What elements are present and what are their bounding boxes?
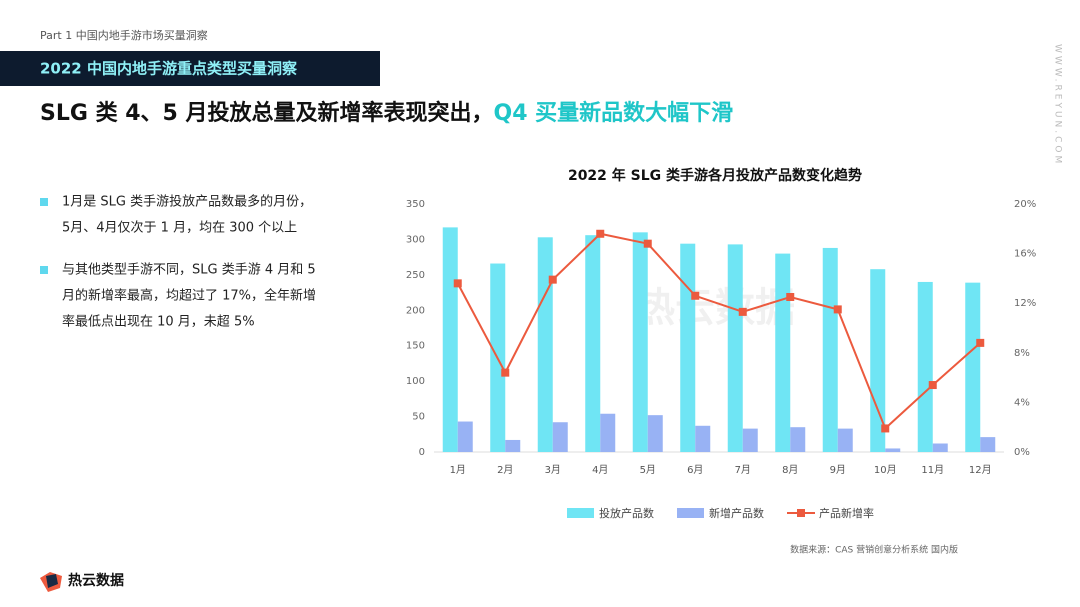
x-tick-label: 2月 xyxy=(497,464,513,476)
bar xyxy=(870,269,886,452)
banner-text: 2022 中国内地手游重点类型买量洞察 xyxy=(40,60,298,78)
headline-main: SLG 类 4、5 月投放总量及新增率表现突出， xyxy=(40,100,494,126)
bar xyxy=(457,421,473,452)
chart-title: 2022 年 SLG 类手游各月投放产品数变化趋势 xyxy=(568,167,862,184)
bar xyxy=(600,413,616,452)
bar xyxy=(537,237,553,452)
legend-label: 投放产品数 xyxy=(599,506,654,520)
bullet-text: 1月是 SLG 类手游投放产品数最多的月份， xyxy=(62,194,312,210)
x-tick-label: 3月 xyxy=(545,464,561,476)
bullet-marker xyxy=(40,266,48,274)
y-tick-label: 50 xyxy=(412,412,425,423)
line-marker xyxy=(738,307,747,316)
part-label: Part 1 中国内地手游市场买量洞察 xyxy=(40,28,208,42)
x-tick-label: 5月 xyxy=(640,464,656,476)
x-tick-label: 4月 xyxy=(592,464,608,476)
bar xyxy=(647,415,663,452)
bar xyxy=(552,422,568,452)
brand: 热云数据 xyxy=(68,572,124,589)
bar xyxy=(742,428,758,452)
line-marker xyxy=(833,305,842,314)
y-tick-label: 0 xyxy=(419,447,425,458)
bar xyxy=(632,232,648,452)
x-tick-label: 10月 xyxy=(874,464,897,476)
headline: SLG 类 4、5 月投放总量及新增率表现突出，Q4 买量新品数大幅下滑 xyxy=(40,100,733,126)
y2-tick-label: 16% xyxy=(1014,249,1036,260)
x-tick-label: 1月 xyxy=(450,464,466,476)
line-marker xyxy=(501,368,510,377)
y2-tick-label: 20% xyxy=(1014,199,1036,210)
line-marker xyxy=(976,338,985,347)
watermark: 热云数据 xyxy=(635,285,795,331)
site: WWW.REYUN.COM xyxy=(1053,44,1063,166)
x-tick-label: 7月 xyxy=(735,464,751,476)
line-marker xyxy=(596,229,605,238)
line-marker xyxy=(691,291,700,300)
bar xyxy=(965,282,981,452)
bar xyxy=(585,235,601,452)
bar xyxy=(980,437,996,452)
bar xyxy=(917,281,933,452)
legend-marker xyxy=(797,509,805,517)
bar xyxy=(775,253,791,452)
banner xyxy=(0,51,380,86)
y-tick-label: 100 xyxy=(406,376,425,387)
line-marker xyxy=(548,275,557,284)
x-tick-label: 6月 xyxy=(687,464,703,476)
bar xyxy=(885,448,901,452)
bullet-text: 5月、4月仅次于 1 月，均在 300 个以上 xyxy=(62,220,297,236)
bar xyxy=(932,443,948,452)
bar xyxy=(727,244,743,452)
bullets: 1月是 SLG 类手游投放产品数最多的月份， 5月、4月仅次于 1 月，均在 30… xyxy=(40,194,316,330)
y-tick-label: 250 xyxy=(406,270,425,281)
bullet-text: 与其他类型手游不同，SLG 类手游 4 月和 5 xyxy=(62,263,316,278)
x-tick-label: 11月 xyxy=(921,464,944,476)
logo-icon-2 xyxy=(46,574,58,588)
legend-swatch xyxy=(677,508,704,518)
x-tick-label: 9月 xyxy=(830,464,846,476)
bullet-text: 率最低点出现在 10 月，未超 5% xyxy=(62,314,255,330)
legend-label: 新增产品数 xyxy=(709,506,764,520)
line-marker xyxy=(643,239,652,248)
line-marker xyxy=(928,381,937,390)
y2-tick-label: 8% xyxy=(1014,348,1030,359)
y2-tick-label: 12% xyxy=(1014,298,1036,309)
legend-swatch xyxy=(567,508,594,518)
bullet-marker xyxy=(40,198,48,206)
line-marker xyxy=(453,279,462,288)
x-tick-label: 8月 xyxy=(782,464,798,476)
bar xyxy=(680,243,696,452)
bar xyxy=(695,425,711,452)
line-marker xyxy=(786,293,795,301)
y-tick-label: 150 xyxy=(406,341,425,352)
line xyxy=(456,232,981,431)
y-tick-label: 300 xyxy=(406,234,425,245)
y2-tick-label: 4% xyxy=(1014,397,1030,408)
bar xyxy=(822,247,838,452)
headline-highlight: Q4 买量新品数大幅下滑 xyxy=(494,100,734,126)
bar xyxy=(442,227,458,452)
y-tick-label: 350 xyxy=(406,199,425,210)
bar xyxy=(790,427,806,452)
x-tick-label: 12月 xyxy=(969,464,992,476)
bullet-text: 月的新增率最高，均超过了 17%，全年新增 xyxy=(62,288,316,304)
legend-label: 产品新增率 xyxy=(819,506,874,520)
source: 数据来源：CAS 营销创意分析系统 国内版 xyxy=(790,544,958,556)
y2-tick-label: 0% xyxy=(1014,447,1030,458)
y-tick-label: 200 xyxy=(406,305,425,316)
bar xyxy=(837,428,853,452)
bar xyxy=(505,439,521,452)
line-marker xyxy=(881,424,890,433)
